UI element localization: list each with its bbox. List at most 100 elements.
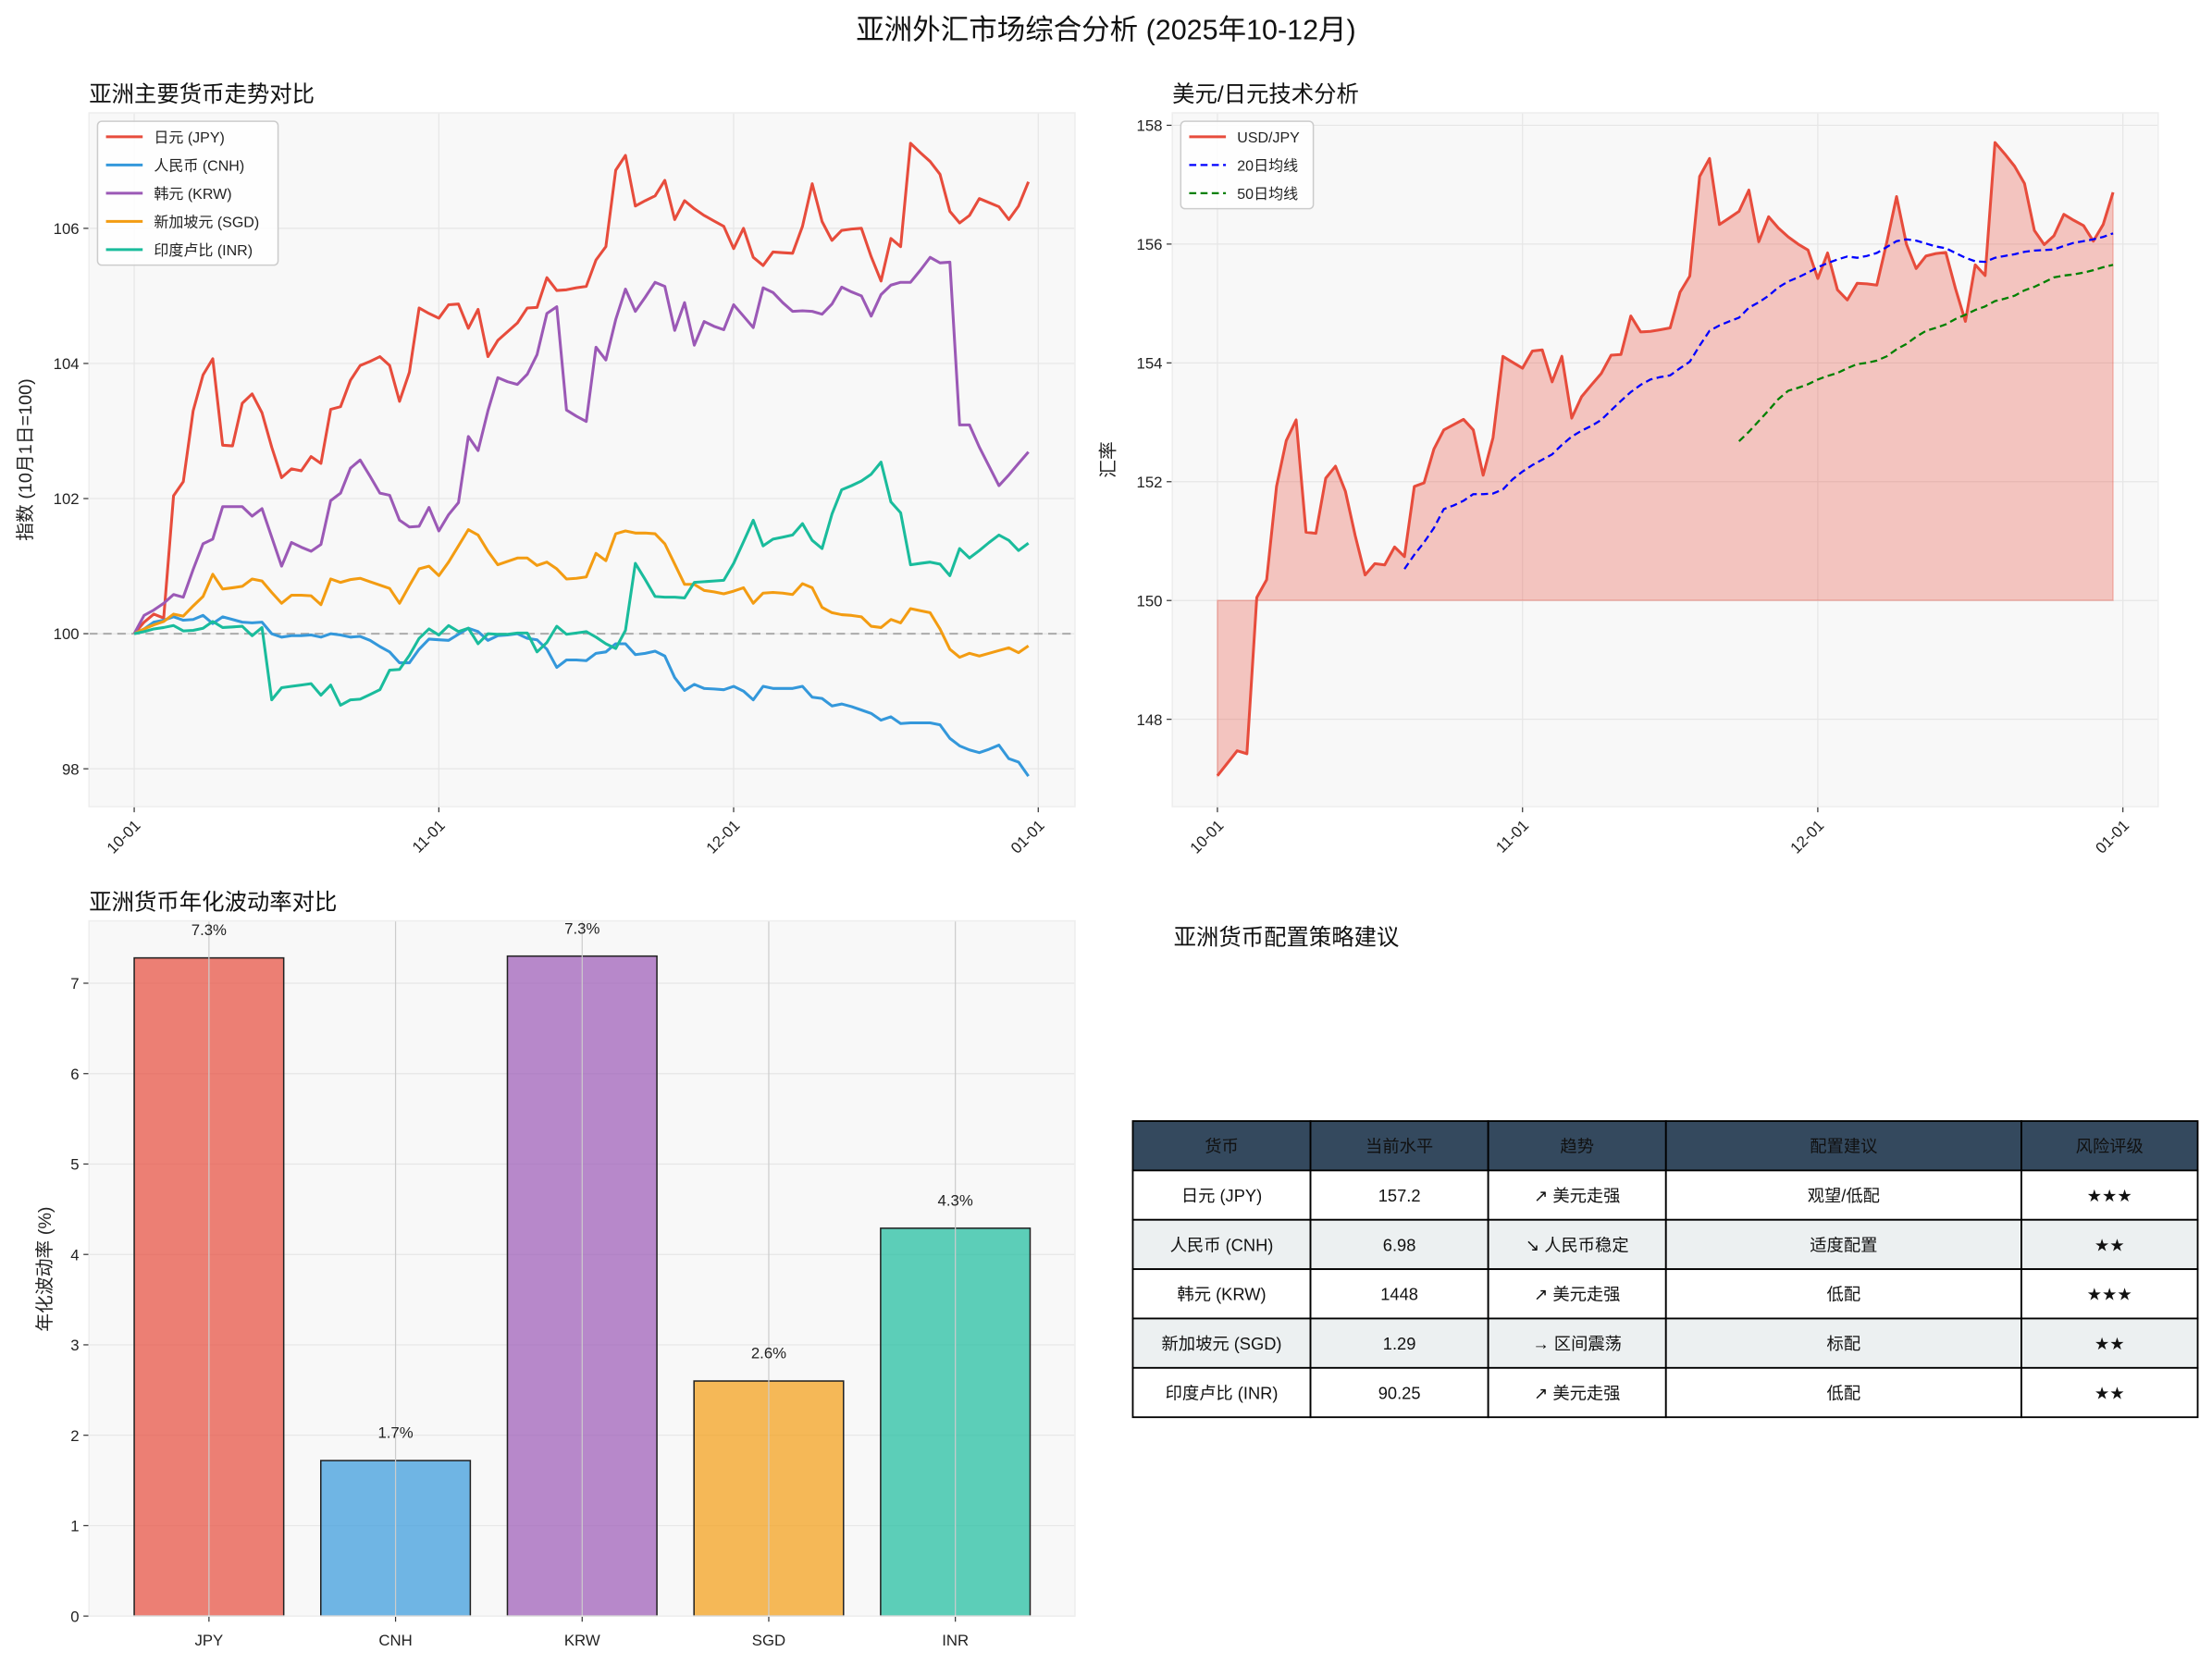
- table-cell: ★★★: [2087, 1285, 2132, 1304]
- table-title: 亚洲货币配置策略建议: [1174, 925, 1400, 950]
- table-header-cell: 配置建议: [1810, 1137, 1877, 1156]
- legend-label-rate: USD/JPY: [1237, 130, 1300, 146]
- y-tick-label: 156: [1136, 236, 1162, 253]
- data-label-cnh: 1.7%: [377, 1424, 413, 1442]
- volatility-bar-chart: 亚洲货币年化波动率对比 年化波动率 (%) 0 1 2 3 4 5 6 7 7.3% JPY 1.7…: [35, 890, 1076, 1649]
- table-cell-bg: [1487, 1317, 1667, 1369]
- y-axis-label: 汇率: [1099, 441, 1119, 478]
- figure-title: 亚洲外汇市场综合分析 (2025年10-12月): [856, 15, 1355, 46]
- table-header-cell: 风险评级: [2076, 1137, 2144, 1156]
- table-cell: 低配: [1827, 1285, 1861, 1304]
- table-cell: 6.98: [1383, 1235, 1416, 1254]
- table-cell: ↗ 美元走强: [1534, 1285, 1621, 1304]
- table-cell: ★★: [2095, 1334, 2125, 1353]
- table-cell: ↗ 美元走强: [1534, 1383, 1621, 1402]
- table-cell-bg: [1487, 1268, 1667, 1320]
- table-cell: 新加坡元 (SGD): [1162, 1334, 1282, 1353]
- y-tick-label: 148: [1136, 711, 1162, 729]
- table-cell: 韩元 (KRW): [1177, 1285, 1266, 1304]
- currency-trend-chart: 亚洲主要货币走势对比 指数 (10月1日=100) 98 100 102 104 106…: [16, 82, 1076, 857]
- table-cell-bg: [1487, 1169, 1667, 1221]
- y-tick-label: 0: [70, 1608, 79, 1625]
- series-line-sgd: [133, 528, 1030, 659]
- legend-label-sgd: 新加坡元 (SGD): [154, 214, 259, 230]
- y-tick-label: 7: [70, 975, 79, 992]
- legend-label-ma20: 20日均线: [1237, 157, 1298, 174]
- table-row: 人民币 (CNH) 6.98 ↘ 人民币稳定 适度配置 ★★: [1131, 1218, 2199, 1271]
- series-line-ma50: [1737, 264, 2114, 442]
- table-cell-bg: [2020, 1218, 2199, 1271]
- x-tick-label-sgd: SGD: [752, 1632, 785, 1649]
- table-cell-bg: [1131, 1268, 1312, 1320]
- y-tick-label: 106: [54, 220, 80, 238]
- series-line-cnh: [133, 613, 1030, 778]
- table-cell: 1448: [1380, 1285, 1418, 1304]
- y-tick-label: 100: [54, 625, 80, 643]
- plot-frame: [88, 112, 1076, 807]
- plot-frame: [1171, 112, 2159, 807]
- table-cell-bg: [1309, 1120, 1489, 1172]
- y-tick-label: 1: [70, 1518, 79, 1535]
- y-tick-label: 98: [62, 760, 80, 778]
- table-cell: 人民币 (CNH): [1170, 1235, 1274, 1254]
- chart-title: 亚洲货币年化波动率对比: [89, 890, 337, 915]
- table-row: 新加坡元 (SGD) 1.29 → 区间震荡 标配 ★★: [1131, 1317, 2199, 1369]
- table-cell: 标配: [1827, 1334, 1861, 1353]
- y-tick-label: 4: [70, 1246, 79, 1263]
- chart-title: 亚洲主要货币走势对比: [89, 82, 315, 107]
- table-cell-bg: [1487, 1366, 1667, 1419]
- table-row: 日元 (JPY) 157.2 ↗ 美元走强 观望/低配 ★★★: [1131, 1169, 2199, 1221]
- y-tick-label: 6: [70, 1066, 79, 1083]
- data-label-sgd: 2.6%: [751, 1345, 786, 1362]
- table-cell-bg: [2020, 1317, 2199, 1369]
- table-cell: ★★: [2095, 1235, 2125, 1254]
- x-tick-label-cnh: CNH: [378, 1632, 412, 1649]
- table-header-cell: 货币: [1205, 1137, 1239, 1156]
- y-tick-label: 3: [70, 1337, 79, 1354]
- legend-label-inr: 印度卢比 (INR): [154, 242, 253, 259]
- x-tick-label-jpy: JPY: [194, 1632, 223, 1649]
- data-label-inr: 4.3%: [938, 1191, 973, 1209]
- table-cell: 日元 (JPY): [1181, 1186, 1262, 1205]
- table-cell: 1.29: [1383, 1334, 1416, 1353]
- table-cell: 90.25: [1378, 1383, 1421, 1402]
- data-label-jpy: 7.3%: [192, 921, 227, 939]
- series-line-jpy: [132, 142, 1031, 635]
- x-tick-label-krw: KRW: [564, 1632, 600, 1649]
- series-line-krw: [132, 255, 1030, 635]
- series-line-inr: [133, 461, 1030, 707]
- table-cell: ↘ 人民币稳定: [1526, 1235, 1629, 1254]
- legend-label-jpy: 日元 (JPY): [154, 130, 224, 146]
- data-label-krw: 7.3%: [564, 919, 599, 937]
- table-cell: 157.2: [1378, 1186, 1421, 1205]
- table-cell: ↗ 美元走强: [1534, 1186, 1621, 1205]
- y-tick-label: 152: [1136, 474, 1162, 491]
- table-row: 韩元 (KRW) 1448 ↗ 美元走强 低配 ★★★: [1131, 1268, 2199, 1320]
- table-cell: 观望/低配: [1808, 1186, 1880, 1205]
- legend-label-ma50: 50日均线: [1237, 186, 1298, 203]
- table-cell: 印度卢比 (INR): [1166, 1383, 1279, 1402]
- y-tick-label: 102: [54, 490, 80, 508]
- table-cell-bg: [1309, 1169, 1489, 1221]
- table-cell: 适度配置: [1810, 1235, 1877, 1254]
- table-row: 印度卢比 (INR) 90.25 ↗ 美元走强 低配 ★★: [1131, 1366, 2199, 1419]
- table-cell-bg: [1664, 1317, 2022, 1369]
- legend: 日元 (JPY) 人民币 (CNH) 韩元 (KRW) 新加坡元 (SGD) 印度卢比 …: [96, 120, 279, 266]
- table-cell: ★★: [2095, 1383, 2125, 1402]
- x-tick-label-inr: INR: [942, 1632, 969, 1649]
- table-cell-bg: [1664, 1268, 2022, 1320]
- y-tick-label: 2: [70, 1427, 79, 1445]
- series-line-ma20: [1403, 232, 2114, 570]
- table-cell-bg: [1131, 1218, 1312, 1271]
- y-tick-label: 158: [1136, 117, 1162, 135]
- table-cell-bg: [2020, 1169, 2199, 1221]
- table-cell-bg: [1487, 1120, 1667, 1172]
- y-tick-label: 154: [1136, 354, 1162, 372]
- chart-title: 美元/日元技术分析: [1172, 82, 1359, 107]
- table-header-cell: 趋势: [1560, 1137, 1594, 1156]
- legend-box: [96, 120, 279, 266]
- legend-label-krw: 韩元 (KRW): [154, 186, 231, 203]
